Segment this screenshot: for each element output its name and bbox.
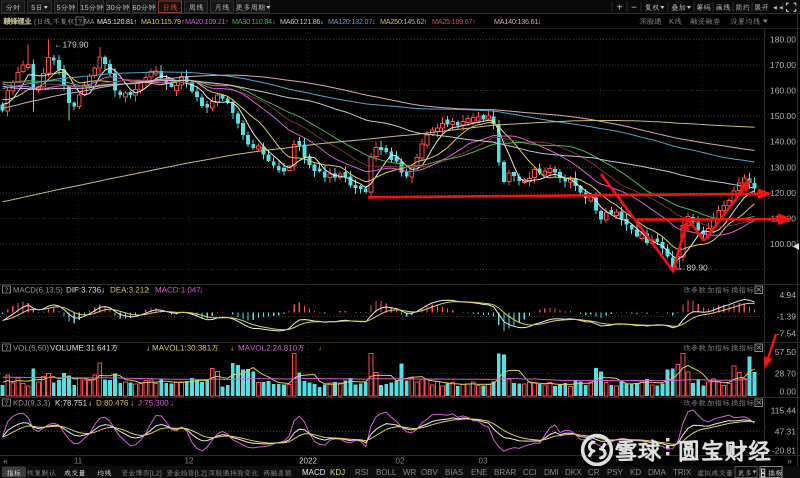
svg-text:BIAS: BIAS	[445, 468, 463, 477]
svg-text:?: ?	[5, 400, 9, 407]
svg-text:ENE: ENE	[471, 468, 487, 477]
svg-text:CR: CR	[588, 468, 600, 477]
svg-text:RSI: RSI	[355, 468, 368, 477]
svg-text:+: +	[617, 3, 623, 14]
svg-text:160.00: 160.00	[770, 86, 796, 96]
svg-text:?: ?	[5, 345, 9, 352]
svg-text:−: −	[631, 3, 637, 14]
svg-text:MA: MA	[84, 19, 95, 26]
svg-text:?: ?	[5, 287, 9, 294]
svg-text:57.50: 57.50	[775, 347, 797, 357]
svg-text:↓: ↓	[170, 399, 174, 408]
svg-text:↑: ↑	[181, 17, 185, 26]
svg-text:100.00: 100.00	[770, 239, 796, 249]
svg-text:4.94: 4.94	[779, 290, 796, 300]
svg-text:47.31: 47.31	[775, 427, 797, 437]
svg-text:KD: KD	[630, 468, 641, 477]
svg-text:02: 02	[396, 457, 405, 466]
svg-text:-20.81: -20.81	[772, 446, 796, 456]
svg-text:MA25:109.67: MA25:109.67	[432, 17, 473, 26]
svg-text:130.00: 130.00	[770, 162, 796, 172]
svg-text:MA120:132.07: MA120:132.07	[328, 17, 372, 26]
svg-text:28.70: 28.70	[775, 369, 797, 379]
svg-text:KDJ: KDJ	[330, 468, 345, 477]
svg-text:◄◄: ◄◄	[772, 6, 784, 12]
svg-text:↓: ↓	[130, 399, 134, 408]
svg-text:↑: ↑	[146, 286, 150, 295]
svg-text:↓: ↓	[372, 17, 376, 26]
svg-text:↓: ↓	[199, 286, 203, 295]
svg-text:TRIX: TRIX	[673, 468, 692, 477]
svg-text:↑: ↑	[225, 17, 229, 26]
svg-text:↑: ↑	[472, 17, 476, 26]
svg-text:MA10:115.79: MA10:115.79	[141, 17, 181, 26]
svg-text:↑: ↑	[424, 17, 428, 26]
svg-text:140.00: 140.00	[770, 137, 796, 147]
svg-text:115.44: 115.44	[771, 406, 797, 416]
svg-text:DMA: DMA	[648, 468, 666, 477]
svg-text:BOLL: BOLL	[376, 468, 397, 477]
svg-text:170.00: 170.00	[770, 60, 796, 70]
svg-text:DMI: DMI	[544, 468, 559, 477]
svg-text:MA30:110.84: MA30:110.84	[232, 17, 272, 26]
svg-text:↓: ↓	[538, 17, 542, 26]
svg-text:»: »	[787, 456, 792, 466]
svg-text:WR: WR	[403, 468, 417, 477]
svg-text:180.00: 180.00	[770, 34, 796, 44]
svg-text:11: 11	[74, 457, 83, 466]
svg-text:MA20:109.21: MA20:109.21	[185, 17, 226, 26]
svg-text:«: «	[3, 456, 8, 466]
svg-text:OBV: OBV	[421, 468, 439, 477]
svg-text:MACD: MACD	[302, 468, 326, 477]
svg-text:↓: ↓	[272, 17, 276, 26]
svg-text:120.00: 120.00	[770, 188, 796, 198]
svg-text:↓: ↓	[320, 17, 324, 26]
svg-text:↓: ↓	[101, 286, 105, 295]
svg-text:↓: ↓	[230, 344, 234, 353]
svg-text:03: 03	[479, 457, 488, 466]
svg-text:MA140:136.61: MA140:136.61	[494, 17, 538, 26]
svg-text:-1.39: -1.39	[777, 312, 797, 322]
svg-text:DKX: DKX	[565, 468, 582, 477]
svg-text:150.00: 150.00	[770, 111, 796, 121]
svg-text:↑: ↑	[134, 17, 138, 26]
svg-text:MA5:120.81: MA5:120.81	[97, 17, 134, 26]
svg-text:-7.54: -7.54	[777, 329, 797, 339]
svg-text:MA60:121.86: MA60:121.86	[280, 17, 321, 26]
svg-text:BRAR: BRAR	[494, 468, 516, 477]
svg-text:2022: 2022	[299, 457, 317, 466]
svg-text:?: ?	[78, 19, 82, 26]
svg-text:↓: ↓	[318, 344, 322, 353]
svg-text:CCI: CCI	[523, 468, 537, 477]
svg-text:PSY: PSY	[607, 468, 624, 477]
svg-text:0.00: 0.00	[779, 387, 796, 397]
svg-text:↓: ↓	[88, 399, 92, 408]
svg-text:MA250:145.62: MA250:145.62	[380, 17, 424, 26]
svg-text:12: 12	[185, 457, 194, 466]
svg-text:↓: ↓	[146, 344, 150, 353]
